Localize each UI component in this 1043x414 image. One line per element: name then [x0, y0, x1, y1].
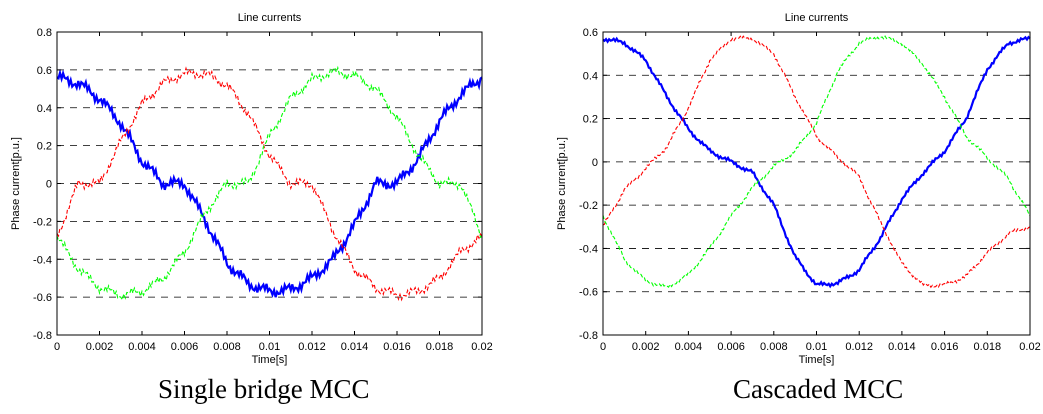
x-tick-label-5: 0.01 [806, 341, 827, 353]
series-line-2 [602, 35, 1031, 289]
x-tick-label-3: 0.006 [717, 341, 745, 353]
y-axis-label: Phase current[p.u.] [10, 137, 22, 230]
y-tick-label-4: -0.2 [579, 200, 598, 212]
x-tick-label-0: 0 [600, 341, 606, 353]
y-tick-label-2: 0.4 [37, 103, 52, 115]
x-tick-label-4: 0.008 [760, 341, 788, 353]
x-tick-label-2: 0.004 [128, 341, 156, 353]
x-tick-label-9: 0.018 [426, 341, 454, 353]
x-tick-label-7: 0.014 [341, 341, 369, 353]
x-tick-label-1: 0.002 [632, 341, 660, 353]
x-tick-label-10: 0.02 [1019, 341, 1040, 353]
y-tick-label-3: 0.2 [37, 141, 52, 153]
y-tick-label-1: 0.4 [583, 70, 598, 82]
x-tick-label-8: 0.016 [383, 341, 411, 353]
y-tick-label-7: -0.6 [33, 292, 52, 304]
x-tick-label-5: 0.01 [259, 341, 280, 353]
y-tick-label-0: 0.8 [37, 27, 52, 39]
chart-title: Line currents [238, 12, 302, 24]
y-tick-label-8: -0.8 [33, 330, 52, 342]
y-tick-label-3: 0 [592, 157, 598, 169]
series-line-3 [56, 65, 483, 302]
y-tick-label-7: -0.8 [579, 330, 598, 342]
y-tick-label-6: -0.4 [33, 254, 52, 266]
series-line-1 [56, 68, 483, 299]
chart-1: 0.80.60.40.20-0.2-0.4-0.6-0.80 0.002 0.004… [10, 12, 493, 366]
series-line-1 [602, 35, 1031, 289]
y-tick-label-2: 0.2 [583, 114, 598, 126]
x-tick-label-6: 0.012 [298, 341, 326, 353]
y-tick-label-0: 0.6 [583, 27, 598, 39]
y-tick-label-1: 0.6 [37, 65, 52, 77]
y-tick-label-5: -0.4 [579, 243, 598, 255]
x-tick-label-9: 0.018 [974, 341, 1002, 353]
x-tick-label-8: 0.016 [931, 341, 959, 353]
series-line-3 [602, 35, 1031, 288]
y-tick-label-5: -0.2 [33, 216, 52, 228]
x-tick-label-1: 0.002 [86, 341, 114, 353]
x-tick-label-3: 0.006 [171, 341, 199, 353]
chart-title: Line currents [785, 12, 849, 24]
x-axis-label: Time[s] [252, 354, 288, 366]
plot-frame [602, 31, 1031, 336]
x-tick-label-10: 0.02 [471, 341, 492, 353]
x-tick-label-2: 0.004 [675, 341, 703, 353]
caption-single-bridge: Single bridge MCC [158, 374, 370, 404]
x-axis-label: Time[s] [799, 354, 835, 366]
chart-2: 0.60.40.20-0.2-0.4-0.6-0.80 0.002 0.004 0.0… [556, 12, 1041, 366]
y-tick-label-6: -0.6 [579, 287, 598, 299]
x-tick-label-0: 0 [54, 341, 60, 353]
y-axis-label: Phase current[p.u.] [556, 137, 568, 230]
x-tick-label-4: 0.008 [213, 341, 241, 353]
y-tick-label-4: 0 [46, 179, 52, 191]
x-tick-label-6: 0.012 [845, 341, 873, 353]
x-tick-label-7: 0.014 [888, 341, 916, 353]
caption-cascaded: Cascaded MCC [733, 374, 904, 404]
series-line-2 [56, 66, 483, 302]
